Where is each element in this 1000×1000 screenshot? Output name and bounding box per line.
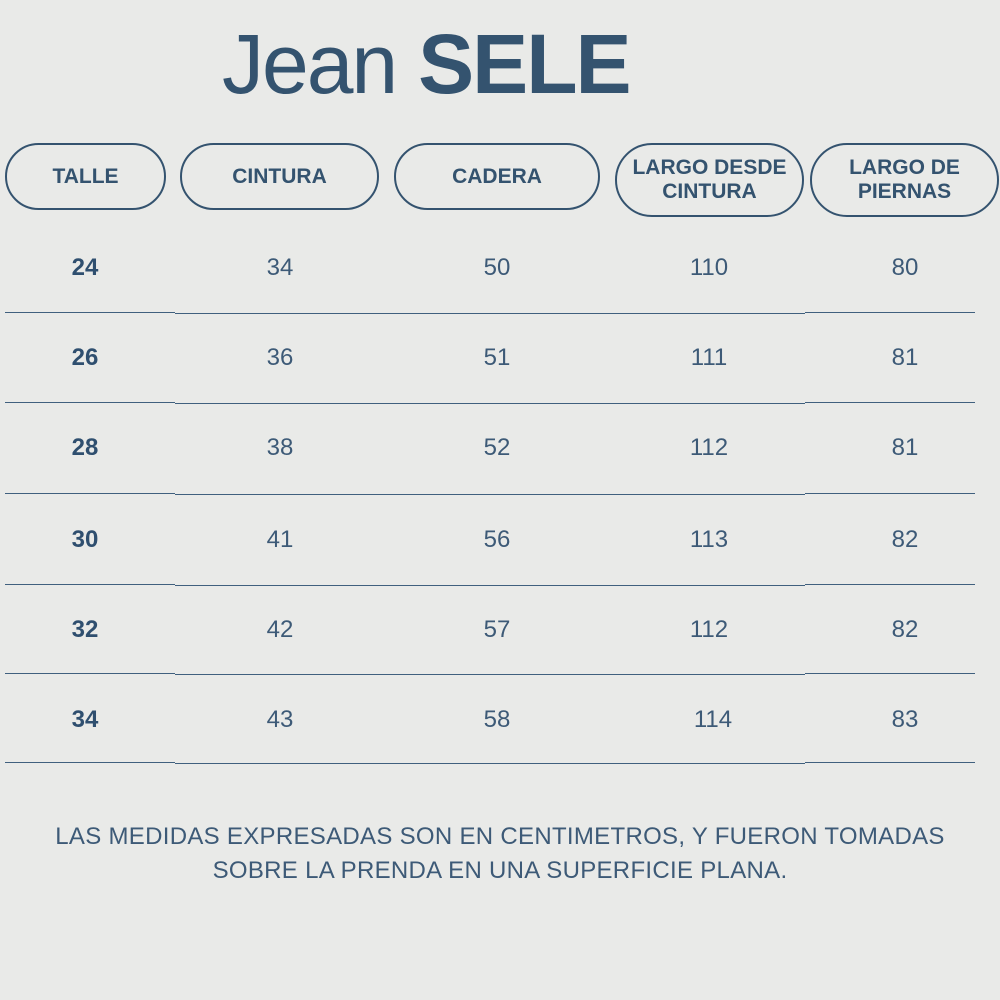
- cell-cintura: 42: [266, 616, 294, 643]
- cell-talle: 30: [71, 526, 99, 553]
- cell-talle: 32: [71, 616, 99, 643]
- cell-cadera: 50: [483, 254, 511, 281]
- cell-cadera: 52: [483, 434, 511, 461]
- row-divider: [5, 312, 175, 313]
- cell-largo-de-piernas: 82: [891, 526, 919, 553]
- row-divider: [175, 585, 805, 586]
- cell-talle: 34: [71, 706, 99, 733]
- cell-cintura: 38: [266, 434, 294, 461]
- cell-cintura: 36: [266, 344, 294, 371]
- cell-cadera: 56: [483, 526, 511, 553]
- cell-largo-desde-cintura: 113: [689, 526, 729, 553]
- row-divider: [805, 402, 975, 403]
- cell-cintura: 34: [266, 254, 294, 281]
- row-divider: [5, 402, 175, 403]
- cell-cadera: 51: [483, 344, 511, 371]
- cell-largo-de-piernas: 81: [891, 434, 919, 461]
- cell-largo-de-piernas: 83: [891, 706, 919, 733]
- header-largo-de-piernas: LARGO DE PIERNAS: [810, 143, 999, 217]
- cell-cadera: 58: [483, 706, 511, 733]
- cell-talle: 28: [71, 434, 99, 461]
- cell-cintura: 41: [266, 526, 294, 553]
- row-divider: [805, 493, 975, 494]
- cell-largo-desde-cintura: 112: [689, 616, 729, 643]
- cell-largo-desde-cintura: 110: [689, 254, 729, 281]
- cell-largo-de-piernas: 80: [891, 254, 919, 281]
- cell-talle: 24: [71, 254, 99, 281]
- row-divider: [5, 493, 175, 494]
- row-divider: [805, 312, 975, 313]
- row-divider: [805, 584, 975, 585]
- header-cadera: CADERA: [394, 143, 600, 210]
- measurement-note: LAS MEDIDAS EXPRESADAS SON EN CENTIMETRO…: [55, 823, 945, 884]
- header-cintura: CINTURA: [180, 143, 379, 210]
- header-talle: TALLE: [5, 143, 166, 210]
- row-divider: [175, 763, 805, 764]
- cell-talle: 26: [71, 344, 99, 371]
- cell-largo-de-piernas: 82: [891, 616, 919, 643]
- row-divider: [5, 762, 175, 763]
- title-prefix: Jean: [222, 17, 398, 111]
- header-largo-desde-cintura: LARGO DESDE CINTURA: [615, 143, 804, 217]
- title-brand: SELE: [418, 17, 631, 111]
- row-divider: [5, 673, 175, 674]
- cell-cintura: 43: [266, 706, 294, 733]
- cell-largo-desde-cintura: 112: [689, 434, 729, 461]
- row-divider: [175, 403, 805, 404]
- row-divider: [175, 494, 805, 495]
- cell-largo-de-piernas: 81: [891, 344, 919, 371]
- row-divider: [175, 674, 805, 675]
- row-divider: [805, 673, 975, 674]
- cell-largo-desde-cintura: 114: [693, 706, 733, 733]
- cell-cadera: 57: [483, 616, 511, 643]
- page-title: Jean SELE: [222, 14, 632, 114]
- row-divider: [175, 313, 805, 314]
- row-divider: [805, 762, 975, 763]
- row-divider: [5, 584, 175, 585]
- cell-largo-desde-cintura: 111: [690, 344, 728, 371]
